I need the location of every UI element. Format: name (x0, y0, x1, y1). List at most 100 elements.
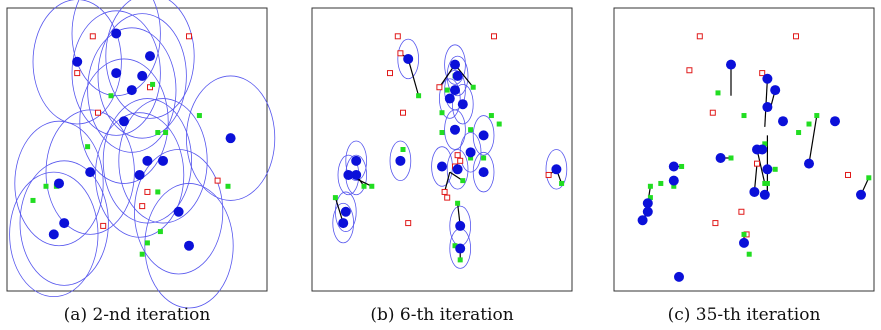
green-square-marker (150, 81, 156, 87)
covariance-ellipse (32, 0, 122, 125)
green-square-marker (30, 197, 36, 203)
blue-dot-marker (343, 169, 354, 180)
covariance-ellipse (397, 38, 420, 80)
blue-dot-marker (757, 144, 768, 155)
blue-dot-marker (551, 164, 562, 175)
red-square-marker (444, 194, 451, 201)
blue-dot-marker (804, 158, 814, 169)
green-square-marker (741, 113, 747, 119)
red-square-marker (454, 152, 461, 159)
blue-dot-marker (48, 229, 59, 240)
green-square-marker (361, 183, 367, 189)
green-square-marker (772, 166, 778, 172)
red-square-marker (738, 208, 745, 215)
plot-area (9, 0, 276, 309)
red-square-marker (214, 177, 221, 184)
green-square-marker (679, 163, 685, 169)
blue-dot-marker (778, 116, 788, 127)
red-square-marker (709, 109, 716, 116)
green-square-marker (481, 155, 487, 161)
green-square-marker (43, 183, 49, 189)
green-square-marker (671, 183, 677, 189)
blue-dot-marker (72, 56, 83, 67)
blue-dot-marker (759, 189, 770, 200)
green-square-marker (762, 141, 768, 147)
blue-dot-marker (668, 175, 679, 186)
red-square-marker (491, 33, 497, 40)
red-square-marker (759, 70, 766, 77)
green-square-marker (647, 183, 653, 189)
blue-dot-marker (642, 198, 653, 209)
blue-dot-marker (762, 164, 773, 175)
green-square-marker (455, 200, 461, 206)
covariance-ellipse (79, 58, 169, 184)
match-link (756, 149, 766, 184)
blue-dot-marker (726, 59, 736, 70)
blue-dot-marker (715, 152, 726, 163)
blue-dot-marker (455, 243, 466, 254)
green-square-marker (496, 121, 502, 127)
blue-dot-marker (450, 85, 460, 96)
red-square-marker (845, 171, 851, 178)
green-square-marker (157, 229, 163, 235)
red-square-marker (89, 33, 96, 40)
blue-dot-marker (340, 206, 351, 217)
red-square-marker (400, 109, 406, 116)
match-link (808, 115, 818, 164)
green-square-marker (741, 231, 747, 237)
covariance-ellipse (95, 112, 185, 238)
blue-dot-marker (830, 116, 840, 127)
covariance-ellipse (9, 171, 99, 298)
green-square-marker (444, 87, 450, 93)
covariance-ellipse (472, 151, 495, 193)
red-square-marker (394, 33, 401, 40)
green-square-marker (108, 93, 114, 99)
covariance-ellipse (472, 115, 495, 156)
red-square-marker (139, 203, 146, 210)
covariance-ellipse (444, 109, 466, 150)
covariance-ellipse (134, 149, 224, 275)
blue-dot-marker (452, 70, 463, 81)
green-square-marker (144, 240, 150, 246)
covariance-ellipse (19, 160, 109, 286)
blue-dot-marker (403, 53, 414, 64)
covariance-ellipse (446, 149, 469, 190)
red-square-marker (457, 157, 464, 164)
blue-dot-marker (437, 161, 447, 172)
blue-dot-marker (465, 147, 476, 158)
blue-dot-marker (59, 218, 70, 229)
blue-dot-marker (478, 130, 489, 141)
panel-caption: (c) 35-th iteration (668, 305, 821, 325)
covariance-ellipse (45, 109, 135, 235)
red-square-marker (686, 67, 693, 74)
red-square-marker (147, 84, 153, 91)
green-square-marker (163, 130, 169, 136)
green-square-marker (866, 175, 872, 181)
covariance-ellipse (144, 183, 234, 309)
blue-dot-marker (137, 70, 148, 81)
blue-dot-marker (668, 161, 679, 172)
green-square-marker (559, 180, 565, 186)
green-square-marker (416, 93, 422, 99)
blue-dot-marker (111, 68, 122, 79)
green-square-marker (647, 195, 653, 201)
blue-dot-marker (184, 240, 194, 251)
green-square-marker (470, 84, 476, 90)
blue-dot-marker (85, 167, 96, 178)
blue-dot-marker (145, 51, 155, 62)
red-square-marker (397, 50, 404, 57)
blue-dot-marker (450, 124, 460, 135)
red-square-marker (95, 109, 101, 116)
blue-dot-marker (739, 237, 749, 248)
green-square-marker (457, 257, 463, 263)
green-square-marker (488, 113, 494, 119)
red-square-marker (387, 70, 393, 77)
green-square-marker (764, 180, 770, 186)
green-square-marker (439, 110, 445, 116)
covariance-ellipse (118, 98, 208, 224)
covariance-ellipse (186, 75, 276, 201)
match-link (407, 58, 420, 96)
plot-frame (613, 7, 875, 292)
green-square-marker (796, 130, 802, 136)
